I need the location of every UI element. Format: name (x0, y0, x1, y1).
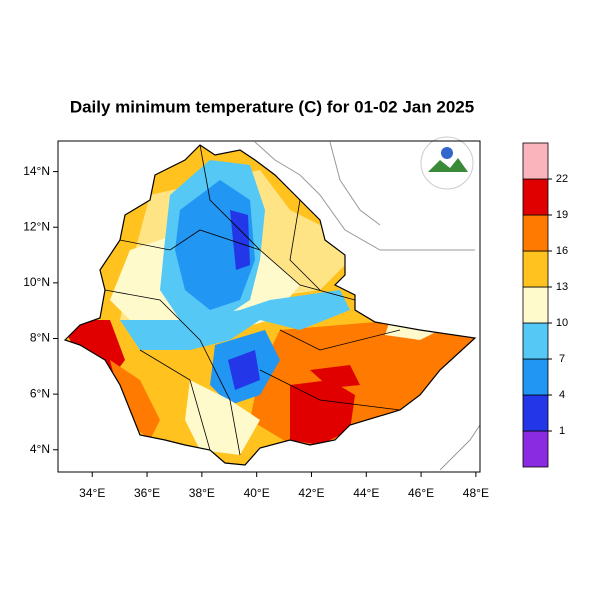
x-tick-label: 40°E (244, 486, 270, 500)
colorbar-label: 1 (559, 425, 565, 437)
x-tick-label: 48°E (463, 486, 489, 500)
colorbar-box (522, 322, 549, 360)
colorbar-label: 10 (556, 317, 568, 329)
logo (420, 136, 474, 190)
y-tick-label: 8°N (30, 331, 50, 345)
x-tick-label: 34°E (79, 486, 105, 500)
neighbor-borders (254, 141, 481, 471)
y-tick-label: 14°N (23, 164, 50, 178)
y-tick-label: 4°N (30, 442, 50, 456)
colorbar-box (522, 286, 549, 324)
colorbar-box (522, 430, 549, 468)
colorbar-label: 13 (556, 281, 568, 293)
colorbar-box (522, 142, 549, 180)
colorbar-label: 22 (556, 173, 568, 185)
colorbar-box (522, 214, 549, 252)
colorbar-box (522, 358, 549, 396)
y-tick-label: 10°N (23, 275, 50, 289)
colorbar-label: 4 (559, 389, 565, 401)
colorbar-label: 16 (556, 245, 568, 257)
colorbar-label: 19 (556, 209, 568, 221)
x-tick-label: 44°E (353, 486, 379, 500)
y-tick-label: 6°N (30, 386, 50, 400)
admin-borders (63, 144, 477, 466)
map-title: Daily minimum temperature (C) for 01-02 … (70, 97, 474, 116)
x-tick-label: 42°E (298, 486, 324, 500)
x-tick-label: 38°E (189, 486, 215, 500)
colorbar-box (522, 250, 549, 288)
x-tick-label: 46°E (408, 486, 434, 500)
colorbar-label: 7 (559, 353, 565, 365)
map-frame (57, 140, 481, 473)
temperature-field (65, 145, 475, 465)
colorbar-box (522, 394, 549, 432)
y-tick-label: 12°N (23, 219, 50, 233)
x-tick-label: 36°E (134, 486, 160, 500)
colorbar-box (522, 178, 549, 216)
